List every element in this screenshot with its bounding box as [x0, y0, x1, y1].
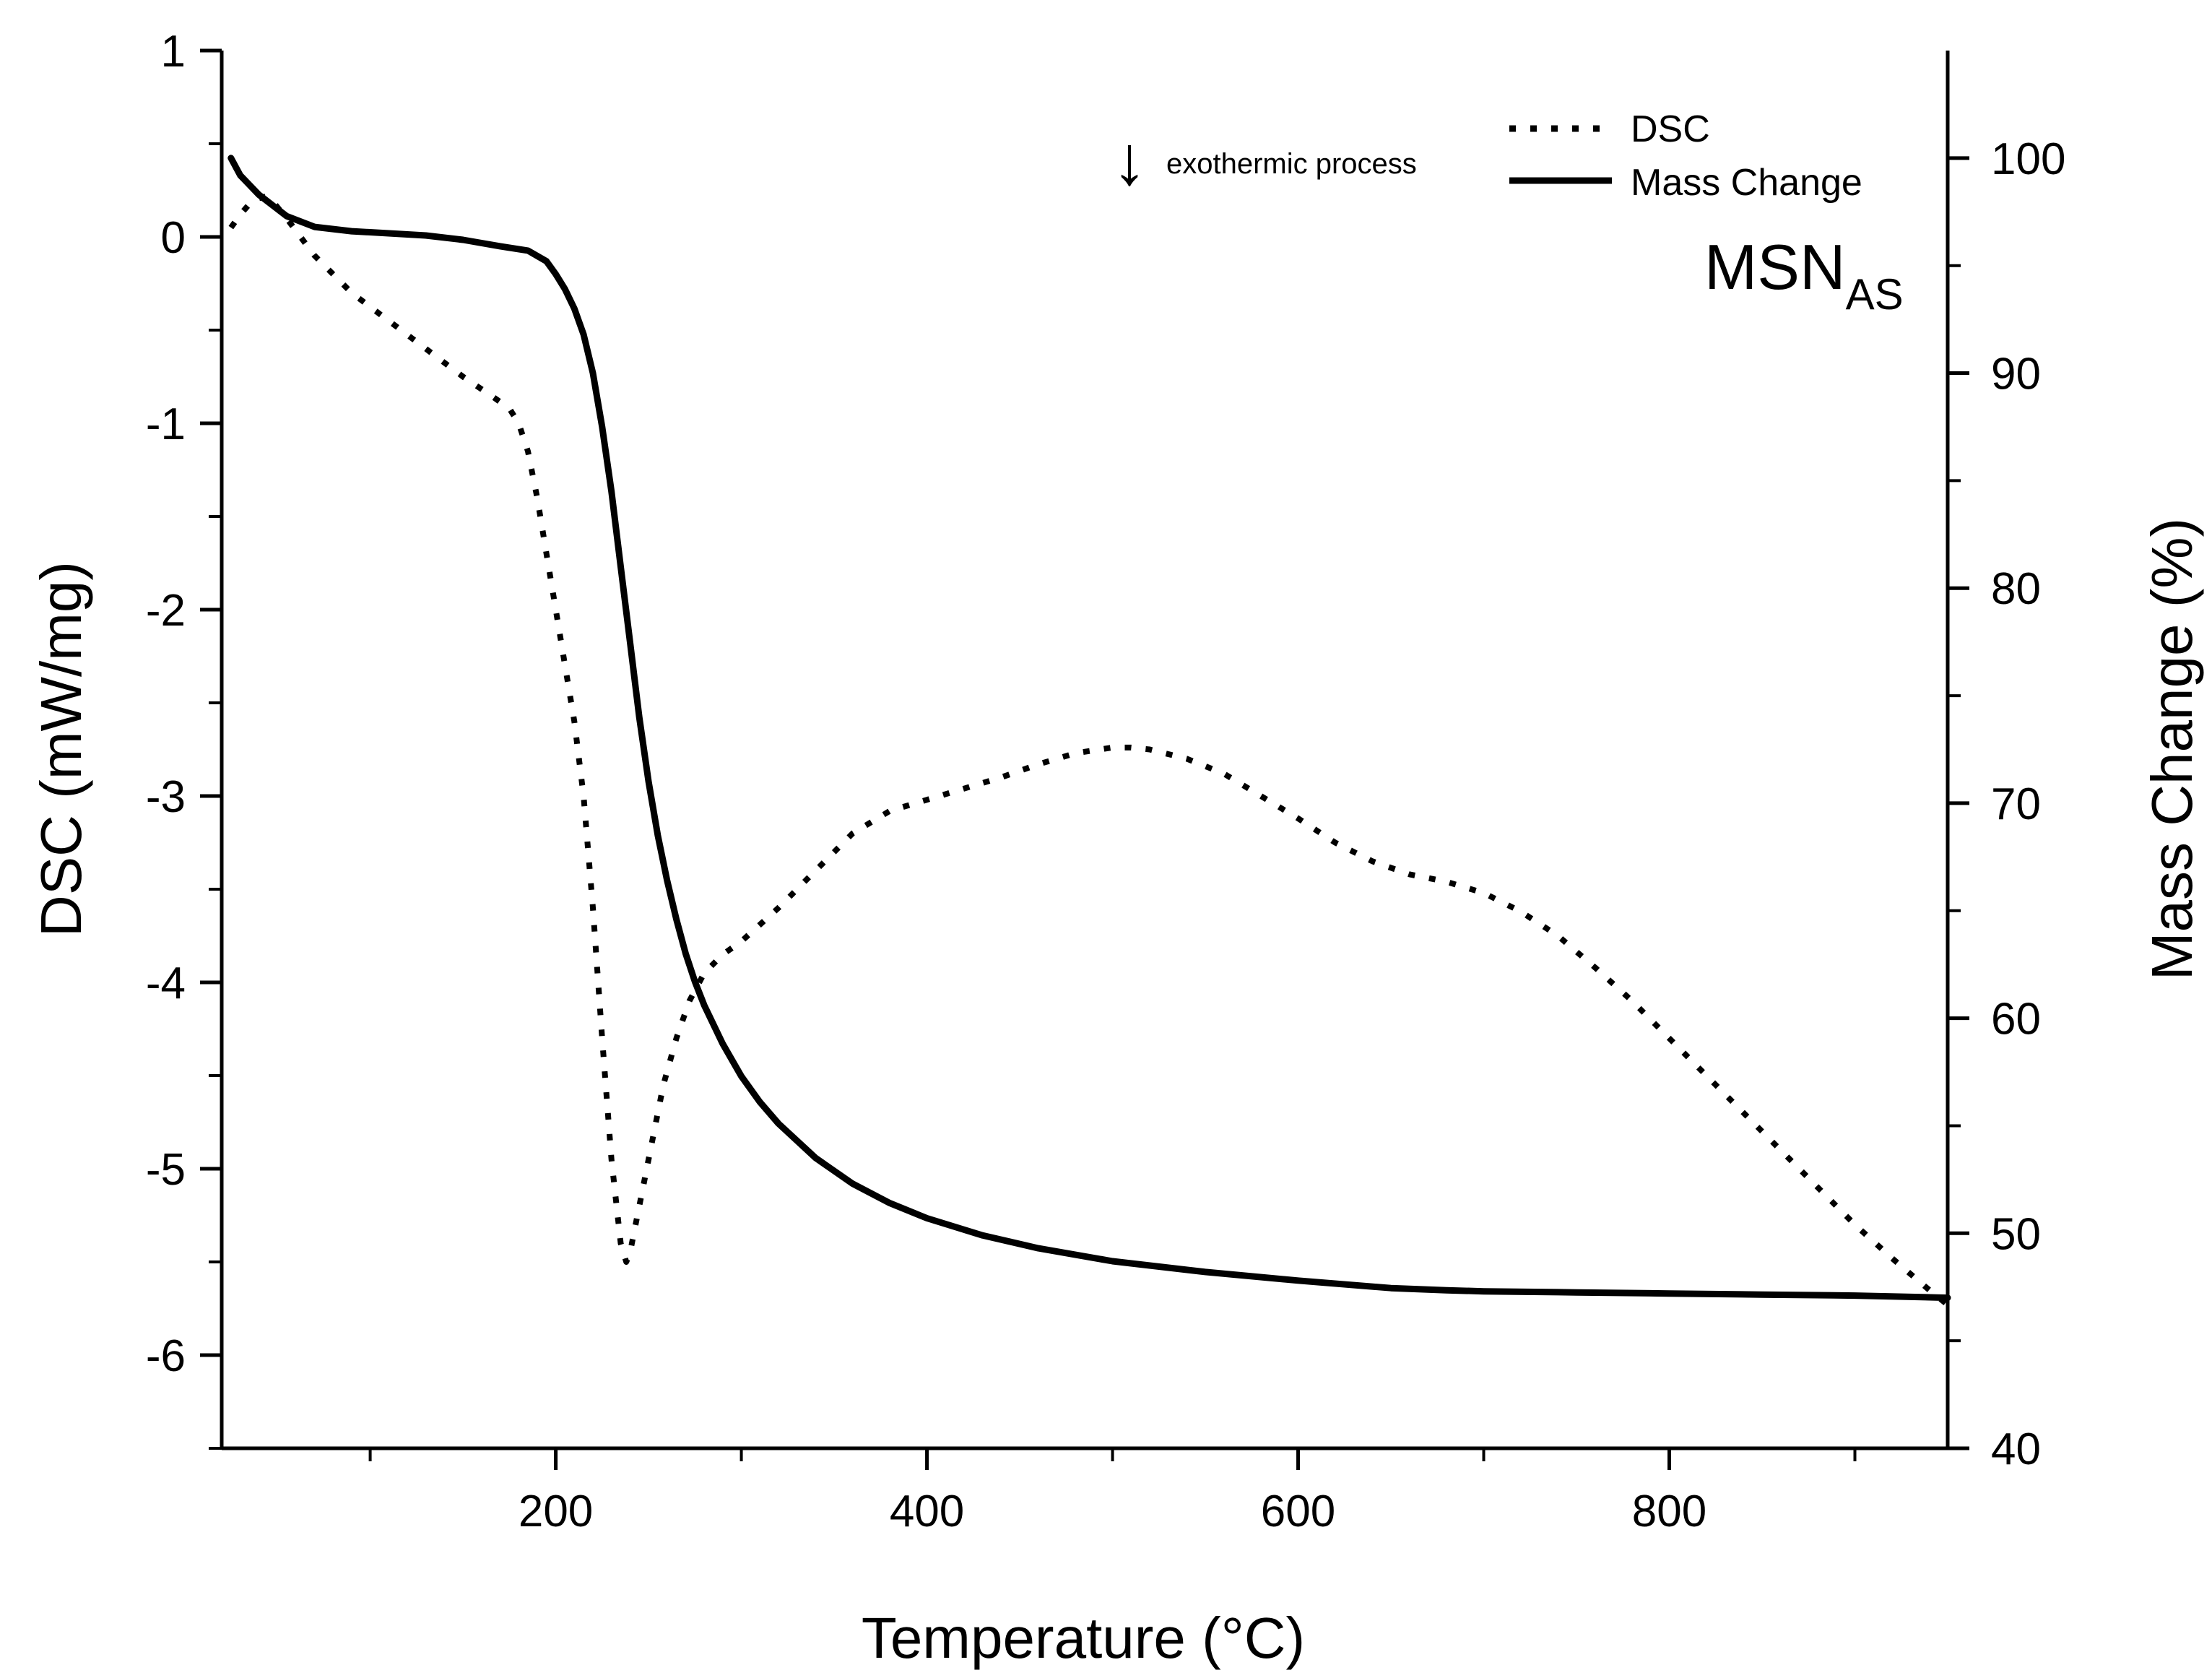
right-y-axis-title: Mass Change (%): [2140, 518, 2204, 980]
left-y-tick-label: 0: [161, 213, 186, 263]
x-tick-label: 400: [890, 1487, 964, 1536]
sample-label-subscript: AS: [1846, 270, 1904, 319]
left-y-tick-label: 1: [161, 27, 186, 77]
mass-change-series-line: [227, 155, 1951, 1302]
sample-label: MSNAS: [1704, 231, 1904, 319]
right-y-tick-label: 40: [1991, 1424, 2041, 1474]
exothermic-arrow-icon: ↓: [1112, 122, 1147, 199]
legend: DSC Mass Change: [1509, 108, 1862, 204]
x-tick-label: 800: [1632, 1487, 1706, 1536]
dsc-series-line: [228, 193, 1950, 1307]
right-y-tick-label: 70: [1991, 779, 2041, 829]
right-y-tick-label: 80: [1991, 564, 2041, 614]
right-y-tick-label: 50: [1991, 1209, 2041, 1259]
x-tick-label: 200: [519, 1487, 593, 1536]
right-y-tick-label: 90: [1991, 350, 2041, 399]
right-y-tick-label: 100: [1991, 134, 2065, 184]
sample-label-main: MSN: [1704, 231, 1846, 303]
left-y-tick-label: -2: [146, 586, 186, 636]
left-y-tick-label: -4: [146, 959, 186, 1008]
right-y-tick-label: 60: [1991, 995, 2041, 1045]
ticks-layer: 200 400 600 800 1 0 -1 -2 -3 -4 -5 -6 40 50 60 70 80 90 10…: [146, 27, 2066, 1536]
left-y-tick-label: -1: [146, 399, 186, 449]
left-y-tick-label: -6: [146, 1331, 186, 1381]
legend-mass-change-label: Mass Change: [1631, 162, 1862, 204]
exothermic-annotation: exothermic process: [1166, 148, 1417, 180]
x-tick-label: 600: [1261, 1487, 1335, 1536]
left-y-tick-label: -5: [146, 1145, 186, 1195]
x-axis-title: Temperature (°C): [862, 1606, 1305, 1670]
legend-dsc-label: DSC: [1631, 108, 1710, 150]
left-y-tick-label: -3: [146, 772, 186, 822]
left-y-axis-title: DSC (mW/mg): [29, 561, 93, 937]
series-layer: [227, 155, 1951, 1307]
